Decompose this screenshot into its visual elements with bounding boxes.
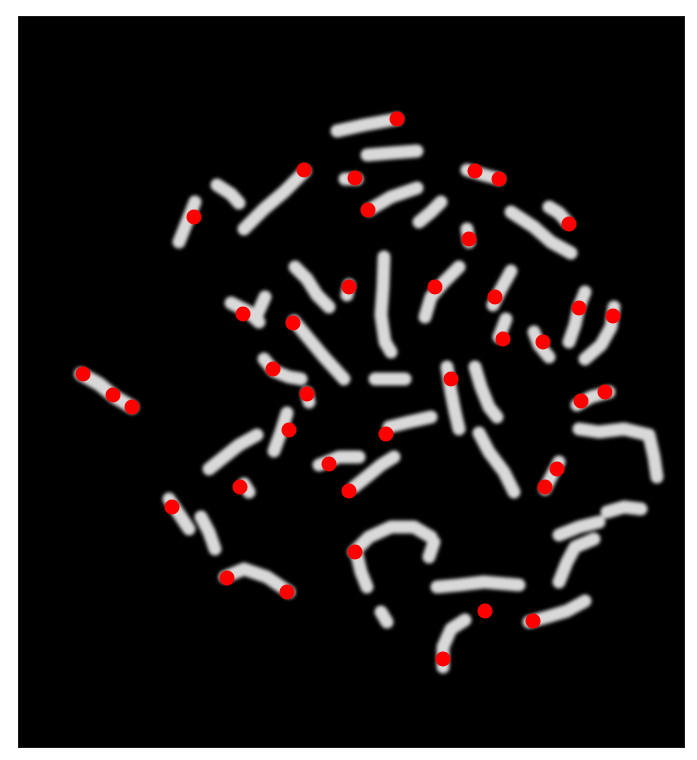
chromosome bbox=[600, 500, 648, 519]
micrograph-panel bbox=[18, 16, 685, 748]
centromere-marker bbox=[389, 111, 405, 127]
centromere-marker bbox=[549, 461, 565, 477]
centromere-marker bbox=[321, 456, 337, 472]
centromere-marker bbox=[105, 387, 121, 403]
centromere-marker bbox=[461, 231, 477, 247]
chromosome bbox=[472, 426, 521, 499]
centromere-marker bbox=[435, 651, 451, 667]
centromere-marker bbox=[75, 366, 91, 382]
chromosome bbox=[330, 112, 404, 138]
chromosome-spread-image bbox=[19, 17, 684, 747]
centromere-marker bbox=[525, 613, 541, 629]
centromere-marker bbox=[561, 216, 577, 232]
chromosome bbox=[468, 360, 504, 424]
centromere-marker bbox=[491, 171, 507, 187]
chromosome bbox=[347, 450, 401, 494]
centromere-marker bbox=[573, 393, 589, 409]
centromere-marker bbox=[571, 300, 587, 316]
chromosome bbox=[422, 535, 441, 564]
centromere-markers-group bbox=[75, 111, 621, 667]
centromere-marker bbox=[347, 544, 363, 560]
centromere-marker bbox=[597, 384, 613, 400]
centromere-marker bbox=[279, 584, 295, 600]
centromere-marker bbox=[299, 386, 315, 402]
centromere-marker bbox=[124, 399, 140, 415]
centromere-marker bbox=[235, 306, 251, 322]
chromosome bbox=[237, 164, 312, 236]
chromosome bbox=[218, 562, 296, 599]
centromere-marker bbox=[219, 570, 235, 586]
centromere-marker bbox=[495, 331, 511, 347]
chromosome bbox=[202, 428, 264, 476]
centromere-marker bbox=[427, 279, 443, 295]
chromosome bbox=[504, 205, 578, 260]
centromere-marker bbox=[296, 162, 312, 178]
centromere-marker bbox=[487, 289, 503, 305]
centromere-marker bbox=[347, 170, 363, 186]
chromosome bbox=[194, 510, 222, 556]
centromere-marker bbox=[232, 479, 248, 495]
centromere-marker bbox=[443, 371, 459, 387]
centromere-marker bbox=[360, 202, 376, 218]
chromosome bbox=[360, 144, 424, 162]
centromere-marker bbox=[341, 483, 357, 499]
chromosome bbox=[412, 195, 448, 229]
chromosome bbox=[374, 605, 394, 629]
chromosome bbox=[552, 532, 601, 589]
centromere-marker bbox=[535, 334, 551, 350]
chromosome bbox=[287, 314, 351, 386]
chromosome bbox=[362, 181, 424, 217]
chromosome bbox=[572, 422, 664, 484]
chromosome bbox=[210, 178, 246, 210]
chromosome bbox=[267, 406, 294, 458]
chromosome bbox=[430, 575, 526, 594]
chromosome bbox=[552, 515, 606, 542]
chromosome bbox=[562, 285, 592, 349]
centromere-marker bbox=[186, 209, 202, 225]
centromere-marker bbox=[467, 163, 483, 179]
centromere-marker bbox=[605, 308, 621, 324]
image-background bbox=[19, 17, 684, 747]
centromere-marker bbox=[164, 499, 180, 515]
chromosome bbox=[350, 548, 374, 594]
chromosome bbox=[288, 260, 336, 314]
chromosome bbox=[172, 195, 202, 249]
centromere-marker bbox=[281, 422, 297, 438]
centromere-marker bbox=[265, 361, 281, 377]
chromosome bbox=[250, 290, 272, 322]
centromere-marker bbox=[285, 315, 301, 331]
centromere-marker bbox=[378, 426, 394, 442]
centromere-marker bbox=[537, 479, 553, 495]
centromere-marker bbox=[477, 603, 493, 619]
chromosome bbox=[374, 250, 398, 359]
chromosome bbox=[347, 520, 438, 559]
chromosome bbox=[382, 410, 438, 434]
centromere-marker bbox=[341, 279, 357, 295]
